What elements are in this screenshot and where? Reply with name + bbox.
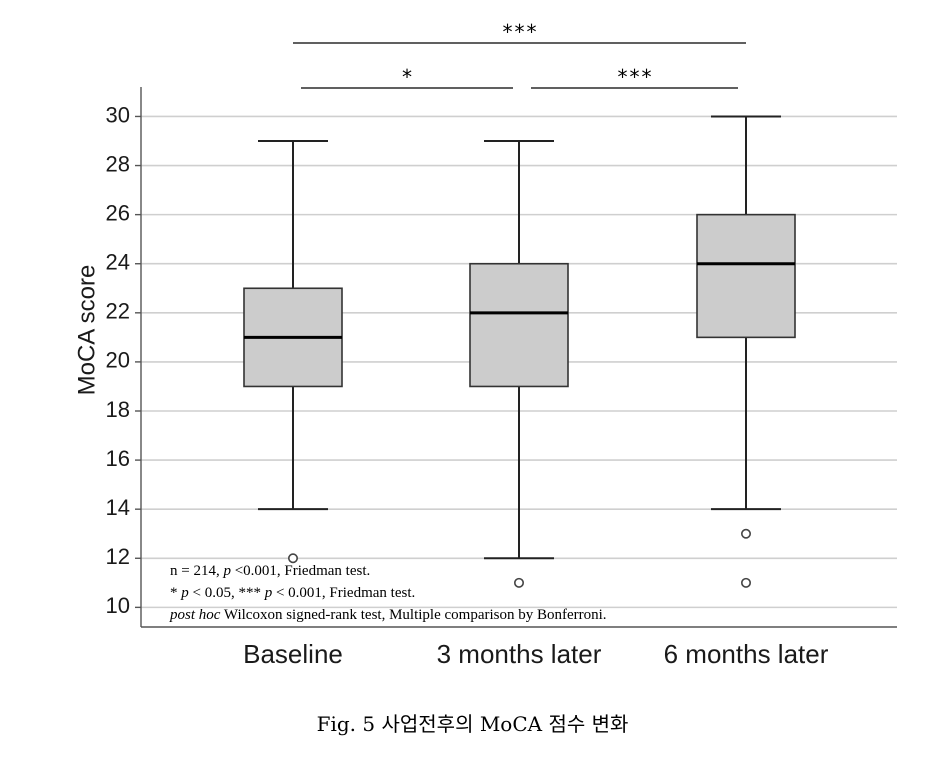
axes: 10 12 14 16 18 20 22 24 26 28 30 Baseline 3 months l…: [106, 87, 897, 669]
outlier-1: [287, 553, 298, 564]
iqr-box: [469, 262, 569, 388]
significance-2: *: [301, 65, 513, 89]
y-axis-label: MoCA score: [73, 265, 100, 396]
box-2: [469, 140, 569, 588]
note-line-2: * p < 0.05, *** p < 0.001, Friedman test…: [170, 585, 415, 601]
x-tick-label-2: 3 months later: [437, 639, 602, 669]
footnote: n = 214, p <0.001, Friedman test. * p < …: [169, 563, 607, 623]
y-tick-label-12: 12: [106, 544, 130, 569]
box-series: [243, 115, 796, 588]
x-tick-label-3: 6 months later: [664, 639, 829, 669]
significance-label: *: [401, 65, 413, 89]
y-tick-label-10: 10: [106, 593, 130, 618]
significance-brackets: **** ***: [293, 20, 746, 89]
y-tick-label-16: 16: [106, 446, 130, 471]
y-tick-label-14: 14: [106, 495, 130, 520]
y-tick-label-24: 24: [106, 250, 130, 275]
y-tick-label-28: 28: [106, 151, 130, 176]
x-tick-label-1: Baseline: [243, 639, 343, 669]
y-tick-label-22: 22: [106, 299, 130, 324]
significance-3: ***: [531, 65, 738, 89]
outlier-1: [740, 528, 751, 539]
figure-caption: Fig. 5 사업전후의 MoCA 점수 변화: [316, 712, 629, 736]
note-line-3: post hoc Wilcoxon signed-rank test, Mult…: [169, 607, 607, 623]
outlier-1: [513, 577, 524, 588]
significance-label: ***: [616, 65, 652, 89]
box-3: [696, 115, 796, 588]
moca-boxplot: 10 12 14 16 18 20 22 24 26 28 30 Baseline 3 months l…: [73, 20, 897, 669]
y-tick-label-30: 30: [106, 102, 130, 127]
outlier-2: [740, 577, 751, 588]
iqr-box: [696, 213, 796, 339]
significance-label: ***: [501, 20, 537, 44]
y-tick-label-18: 18: [106, 397, 130, 422]
significance-1: ***: [293, 20, 746, 44]
note-line-1: n = 214, p <0.001, Friedman test.: [170, 563, 370, 579]
box-1: [243, 140, 343, 564]
y-tick-label-20: 20: [106, 348, 130, 373]
y-tick-label-26: 26: [106, 200, 130, 225]
